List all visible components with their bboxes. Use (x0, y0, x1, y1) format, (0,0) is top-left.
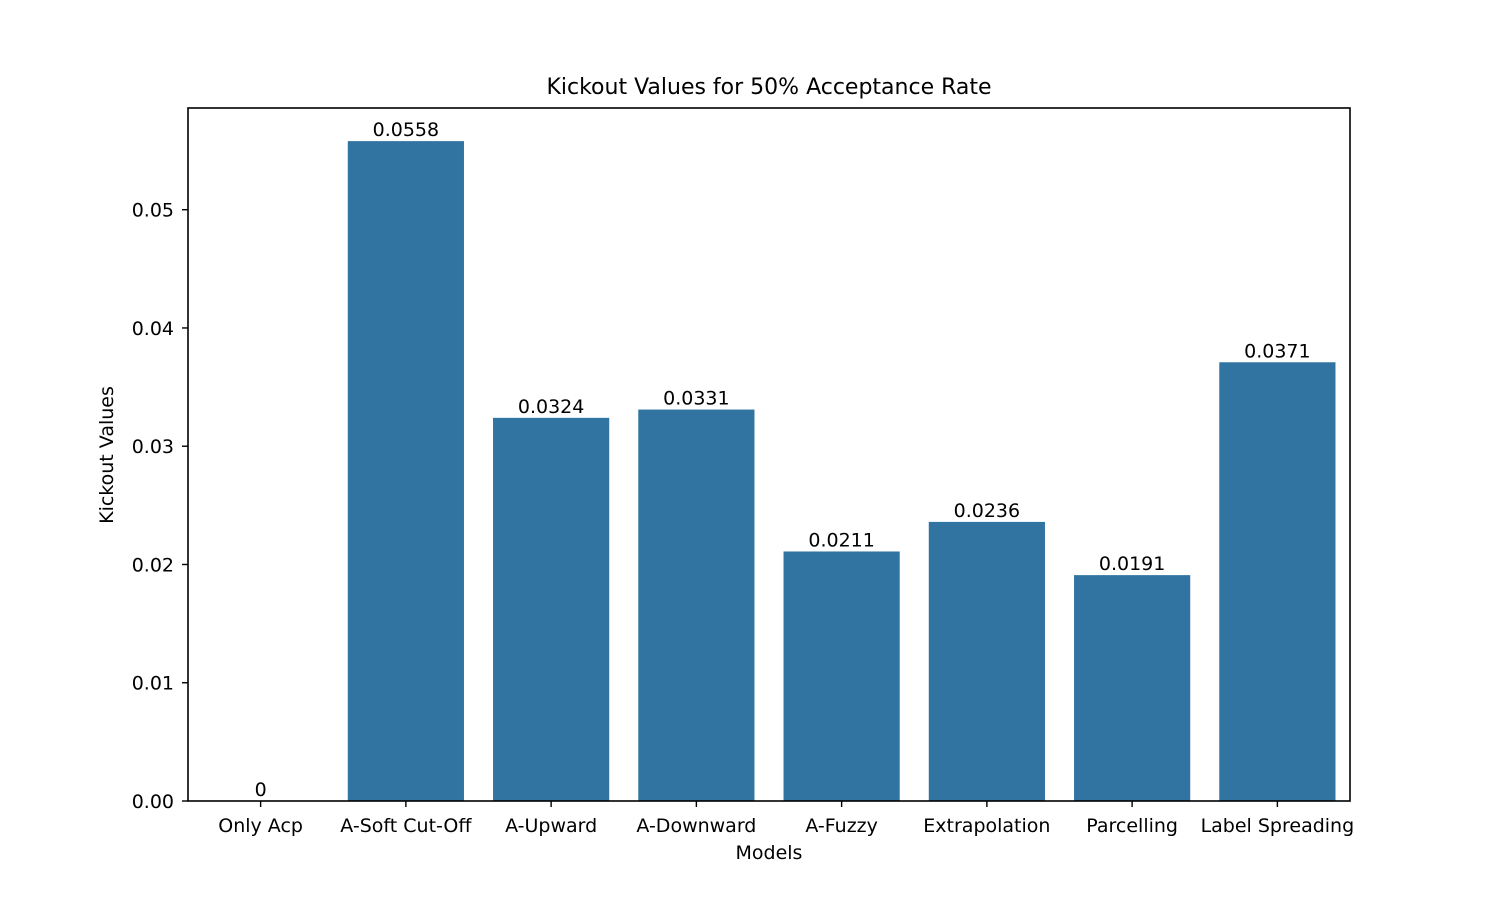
x-axis-ticks: Only Acp A-Soft Cut-Off A-Upward A-Downward… (218, 801, 1354, 837)
y-tick-label: 0.03 (132, 436, 174, 458)
data-label: 0.0191 (1099, 553, 1165, 575)
data-labels-group: 0 0.0558 0.0324 0.0331 0.0211 0.0236 0.0191 0.0… (255, 119, 1311, 801)
data-label: 0 (255, 779, 267, 801)
data-label: 0.0558 (373, 119, 439, 141)
bar (638, 409, 755, 801)
x-tick-label: A-Downward (636, 815, 756, 837)
x-axis-label: Models (736, 842, 803, 864)
y-tick-label: 0.00 (132, 791, 174, 813)
x-tick-label: Only Acp (218, 815, 303, 837)
x-tick-label: A-Upward (505, 815, 597, 837)
chart-title: Kickout Values for 50% Acceptance Rate (546, 75, 991, 100)
bar (928, 521, 1045, 801)
bar (493, 417, 610, 801)
bar (783, 551, 900, 801)
bar (1219, 362, 1336, 801)
y-tick-label: 0.04 (132, 318, 174, 340)
y-axis-label: Kickout Values (96, 386, 118, 524)
bar (1074, 575, 1191, 801)
y-tick-label: 0.02 (132, 554, 174, 576)
plot-frame (187, 107, 1351, 802)
y-axis-ticks: 0.00 0.01 0.02 0.03 0.04 0.05 (132, 200, 188, 813)
x-tick-label: Label Spreading (1201, 815, 1355, 837)
y-tick-label: 0.05 (132, 200, 174, 222)
data-label: 0.0324 (518, 396, 584, 418)
y-tick-label: 0.01 (132, 673, 174, 695)
x-tick-label: A-Soft Cut-Off (340, 815, 472, 837)
bars-group (347, 141, 1336, 802)
x-tick-label: Parcelling (1086, 815, 1178, 837)
data-label: 0.0236 (954, 500, 1020, 522)
x-tick-label: Extrapolation (923, 815, 1050, 837)
x-tick-label: A-Fuzzy (805, 815, 878, 837)
data-label: 0.0371 (1244, 340, 1310, 362)
data-label: 0.0331 (663, 388, 729, 410)
bar (347, 141, 464, 802)
data-label: 0.0211 (808, 529, 874, 551)
